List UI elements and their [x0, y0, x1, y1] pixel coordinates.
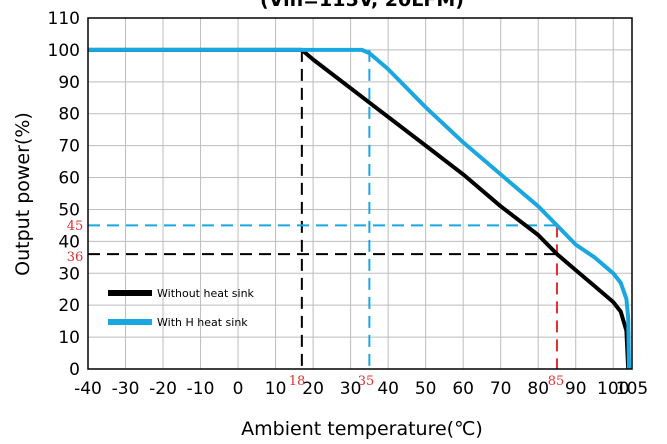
annotation-36: 36	[67, 250, 84, 265]
x-tick-label: 20	[302, 379, 324, 399]
legend-label-with-h-heat-sink: With H heat sink	[157, 316, 248, 329]
annotation-45: 45	[67, 219, 84, 234]
plot-frame	[87, 17, 633, 370]
y-tick-label: 10	[58, 328, 80, 348]
y-tick-label: 0	[69, 360, 80, 380]
x-tick-label: 60	[452, 379, 474, 399]
x-tick-label: -40	[74, 379, 102, 399]
annotation-35: 35	[358, 374, 375, 389]
y-tick-label: 90	[58, 73, 80, 93]
x-tick-label: -20	[149, 379, 177, 399]
x-tick-label: -10	[187, 379, 215, 399]
x-axis-title: Ambient temperature(℃)	[241, 418, 483, 440]
y-tick-label: 100	[48, 41, 80, 61]
chart-title: (Vin=115V, 20LFM)	[260, 0, 464, 11]
y-tick-label: 50	[58, 200, 80, 220]
x-tick-label: 0	[233, 379, 244, 399]
x-tick-label: -30	[112, 379, 140, 399]
y-tick-label: 70	[58, 137, 80, 157]
x-tick-label: 50	[415, 379, 437, 399]
x-tick-label: 30	[340, 379, 362, 399]
y-tick-label: 110	[48, 9, 80, 29]
y-tick-label: 40	[58, 232, 80, 252]
y-tick-label: 20	[58, 296, 80, 316]
annotation-18: 18	[289, 374, 306, 389]
legend-label-without-heat-sink: Without heat sink	[157, 287, 255, 300]
legend: Without heat sink With H heat sink	[108, 287, 255, 329]
x-tick-label: 105	[616, 379, 648, 399]
x-tick-label: 100	[597, 379, 629, 399]
y-tick-label: 80	[58, 105, 80, 125]
x-tick-label: 10	[265, 379, 287, 399]
x-tick-label: 40	[377, 379, 399, 399]
y-tick-label: 60	[58, 169, 80, 189]
x-tick-label: 70	[490, 379, 512, 399]
annotation-85: 85	[548, 374, 565, 389]
y-axis-title: Output power(%)	[12, 112, 34, 276]
x-tick-label: 80	[527, 379, 549, 399]
reference-lines	[88, 49, 558, 369]
y-tick-labels: 0 10 20 30 40 50 60 70 80 90 100 110	[48, 9, 80, 380]
y-tick-label: 30	[58, 264, 80, 284]
x-tick-label: 90	[565, 379, 587, 399]
series-line-without-heat-sink	[88, 47, 631, 370]
series-line-with-h-heat-sink	[88, 47, 631, 370]
